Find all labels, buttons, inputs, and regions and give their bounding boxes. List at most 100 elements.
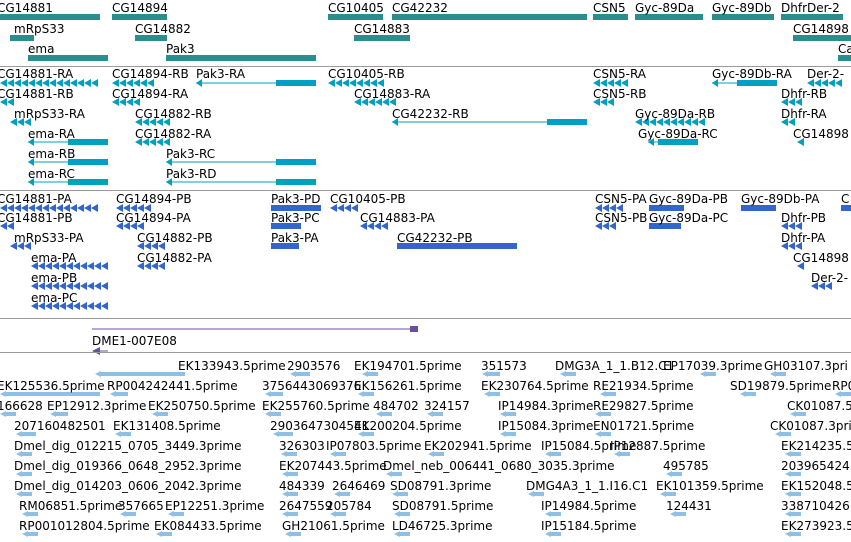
strand-arrow[interactable] bbox=[149, 118, 156, 126]
strand-arrow[interactable] bbox=[698, 118, 705, 126]
strand-arrow[interactable] bbox=[677, 118, 684, 126]
strand-arrow[interactable] bbox=[14, 79, 21, 87]
strand-arrow[interactable] bbox=[52, 282, 59, 290]
feature-label[interactable]: Gyc-89Da-RC bbox=[638, 127, 718, 141]
strand-arrow[interactable] bbox=[91, 204, 98, 212]
strand-arrow[interactable] bbox=[116, 204, 123, 212]
strand-arrow[interactable] bbox=[7, 79, 14, 87]
feature-label[interactable]: EK250750.5prime bbox=[148, 399, 256, 413]
feature-label[interactable]: IP15084.5prime bbox=[541, 439, 637, 453]
feature-label[interactable]: IP14984.3prime bbox=[498, 399, 594, 413]
strand-arrow[interactable] bbox=[607, 79, 614, 87]
strand-arrow[interactable] bbox=[835, 79, 842, 87]
feature-label[interactable]: ema-PB bbox=[31, 271, 78, 285]
strand-arrow[interactable] bbox=[795, 98, 802, 106]
feature-glyph[interactable] bbox=[396, 492, 408, 496]
strand-arrow[interactable] bbox=[101, 262, 108, 270]
feature-label[interactable]: Der-2- bbox=[811, 271, 849, 285]
feature-label[interactable]: EK131408.5prime bbox=[113, 419, 221, 433]
strand-arrow[interactable] bbox=[94, 262, 101, 270]
feature-label[interactable]: EK214235.5 bbox=[781, 439, 851, 453]
strand-arrow[interactable] bbox=[360, 222, 367, 230]
strand-arrow[interactable] bbox=[616, 204, 623, 212]
feature-label[interactable]: 203965424 bbox=[781, 459, 850, 473]
feature-glyph[interactable] bbox=[670, 472, 682, 476]
feature-label[interactable]: EK194701.5prime bbox=[354, 359, 462, 373]
strand-arrow[interactable] bbox=[112, 79, 119, 87]
strand-arrow[interactable] bbox=[712, 79, 718, 87]
feature-label[interactable]: RE29827.5prime bbox=[593, 399, 694, 413]
strand-arrow[interactable] bbox=[135, 118, 142, 126]
strand-arrow[interactable] bbox=[45, 302, 52, 310]
strand-arrow[interactable] bbox=[351, 204, 358, 212]
strand-arrow[interactable] bbox=[94, 302, 101, 310]
strand-arrow[interactable] bbox=[788, 242, 795, 250]
feature-glyph[interactable] bbox=[28, 55, 108, 61]
feature-label[interactable]: SD08791.3prime bbox=[390, 479, 492, 493]
strand-arrow[interactable] bbox=[656, 118, 663, 126]
strand-arrow[interactable] bbox=[31, 262, 38, 270]
feature-glyph[interactable] bbox=[334, 452, 346, 456]
feature-label[interactable]: Der-2- bbox=[807, 67, 845, 81]
feature-label[interactable]: CSN5 bbox=[593, 1, 626, 15]
strand-arrow[interactable] bbox=[797, 262, 804, 270]
feature-glyph[interactable] bbox=[172, 512, 184, 516]
feature-glyph[interactable] bbox=[712, 14, 774, 20]
feature-label[interactable]: CG14881-PB bbox=[0, 211, 73, 225]
feature-label[interactable]: 207160482501 bbox=[14, 419, 106, 433]
feature-glyph[interactable] bbox=[277, 432, 293, 436]
strand-arrow[interactable] bbox=[73, 302, 80, 310]
feature-glyph[interactable] bbox=[789, 532, 801, 536]
feature-glyph[interactable] bbox=[432, 452, 444, 456]
strand-arrow[interactable] bbox=[28, 158, 34, 166]
feature-intron[interactable] bbox=[166, 181, 316, 183]
feature-label[interactable]: 2646469 bbox=[332, 479, 386, 493]
feature-glyph[interactable] bbox=[354, 35, 410, 41]
strand-arrow[interactable] bbox=[151, 262, 158, 270]
strand-arrow[interactable] bbox=[87, 262, 94, 270]
strand-arrow[interactable] bbox=[24, 242, 31, 250]
strand-arrow[interactable] bbox=[196, 79, 202, 87]
feature-intron[interactable] bbox=[392, 121, 587, 123]
feature-glyph[interactable] bbox=[599, 432, 611, 436]
feature-label[interactable]: CG14883 bbox=[354, 22, 410, 36]
strand-arrow[interactable] bbox=[349, 79, 356, 87]
feature-glyph[interactable] bbox=[286, 472, 298, 476]
feature-label[interactable]: CG14882-PA bbox=[137, 251, 212, 265]
strand-arrow[interactable] bbox=[363, 79, 370, 87]
feature-glyph[interactable] bbox=[112, 14, 167, 20]
strand-arrow[interactable] bbox=[80, 302, 87, 310]
feature-label[interactable]: Dhfr-PA bbox=[781, 231, 826, 245]
strand-arrow[interactable] bbox=[151, 242, 158, 250]
feature-glyph[interactable] bbox=[649, 223, 681, 229]
strand-arrow[interactable] bbox=[0, 79, 7, 87]
feature-label[interactable]: DME1-007E08 bbox=[92, 334, 177, 348]
strand-arrow[interactable] bbox=[788, 222, 795, 230]
strand-arrow[interactable] bbox=[663, 118, 670, 126]
feature-label[interactable]: RP0 bbox=[832, 379, 851, 393]
feature-label[interactable]: CG14882-RB bbox=[135, 107, 212, 121]
strand-arrow[interactable] bbox=[24, 118, 31, 126]
strand-arrow[interactable] bbox=[156, 138, 163, 146]
feature-glyph[interactable] bbox=[119, 432, 131, 436]
feature-glyph[interactable] bbox=[114, 392, 128, 396]
clone-span[interactable] bbox=[92, 328, 418, 330]
feature-label[interactable]: 338710426 bbox=[781, 499, 850, 513]
strand-arrow[interactable] bbox=[788, 98, 795, 106]
feature-glyph[interactable] bbox=[26, 512, 38, 516]
feature-glyph[interactable] bbox=[271, 243, 299, 249]
feature-glyph[interactable] bbox=[20, 492, 32, 496]
strand-arrow[interactable] bbox=[377, 79, 384, 87]
feature-glyph[interactable] bbox=[271, 223, 301, 229]
feature-glyph[interactable] bbox=[794, 412, 806, 416]
feature-label[interactable]: EK101359.5prime bbox=[656, 479, 764, 493]
feature-label[interactable]: CG14898 bbox=[793, 22, 849, 36]
feature-label[interactable]: EK230764.5prime bbox=[481, 379, 589, 393]
feature-label[interactable]: CG14881 bbox=[0, 1, 53, 15]
feature-glyph[interactable] bbox=[20, 472, 32, 476]
strand-arrow[interactable] bbox=[38, 302, 45, 310]
strand-arrow[interactable] bbox=[45, 262, 52, 270]
strand-arrow[interactable] bbox=[70, 79, 77, 87]
strand-arrow[interactable] bbox=[828, 79, 835, 87]
feature-label[interactable]: Pak3-PD bbox=[271, 192, 321, 206]
